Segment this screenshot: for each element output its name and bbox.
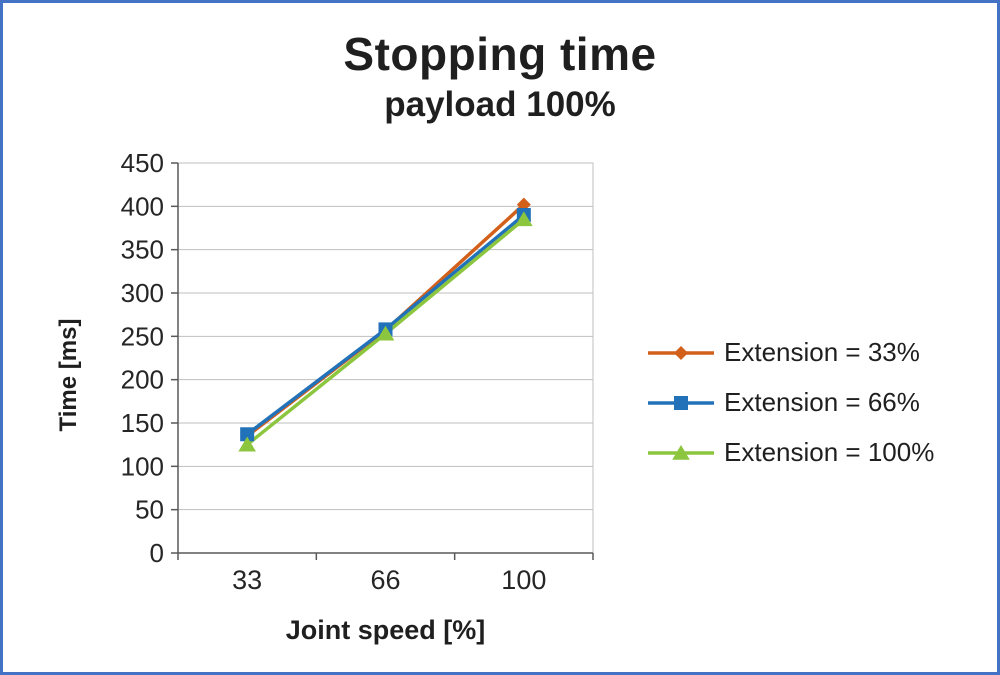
x-axis-title: Joint speed [%]	[285, 615, 486, 645]
y-tick-label: 200	[121, 365, 164, 395]
chart-subtitle: payload 100%	[384, 85, 616, 124]
legend-label: Extension = 33%	[724, 337, 920, 367]
x-tick-label: 100	[501, 565, 546, 595]
y-tick-label: 250	[121, 321, 164, 351]
y-tick-label: 100	[121, 451, 164, 481]
plot-area: 0 50 100 150 200 250 300 350 400 450 33 66 100	[121, 148, 594, 595]
legend-label: Extension = 66%	[724, 387, 920, 417]
legend: Extension = 33% Extension = 66% Extension …	[648, 337, 934, 468]
legend-item: Extension = 66%	[648, 387, 934, 418]
x-tick-label: 33	[232, 565, 262, 595]
legend-sample	[648, 444, 714, 460]
triangle-marker	[672, 444, 690, 460]
chart-title: Stopping time	[343, 28, 657, 80]
y-tick-label: 400	[121, 191, 164, 221]
legend-item: Extension = 33%	[648, 337, 934, 368]
y-tick-label: 350	[121, 235, 164, 265]
y-tick-label: 150	[121, 408, 164, 438]
x-tick-label: 66	[370, 565, 400, 595]
legend-item: Extension = 100%	[648, 437, 934, 468]
triangle-marker	[238, 436, 256, 452]
triangle-marker	[376, 325, 395, 341]
y-tick-label: 300	[121, 278, 164, 308]
y-tick-label: 50	[135, 495, 164, 525]
y-axis-title: Time [ms]	[55, 318, 82, 432]
y-tick-label: 450	[121, 148, 164, 178]
square-marker	[674, 395, 688, 410]
y-tick-label: 0	[150, 538, 164, 568]
legend-sample	[648, 395, 714, 410]
diamond-marker	[674, 345, 688, 360]
legend-sample	[648, 345, 714, 360]
triangle-marker	[515, 211, 533, 227]
legend-label: Extension = 100%	[724, 437, 935, 467]
square-marker	[240, 427, 255, 442]
